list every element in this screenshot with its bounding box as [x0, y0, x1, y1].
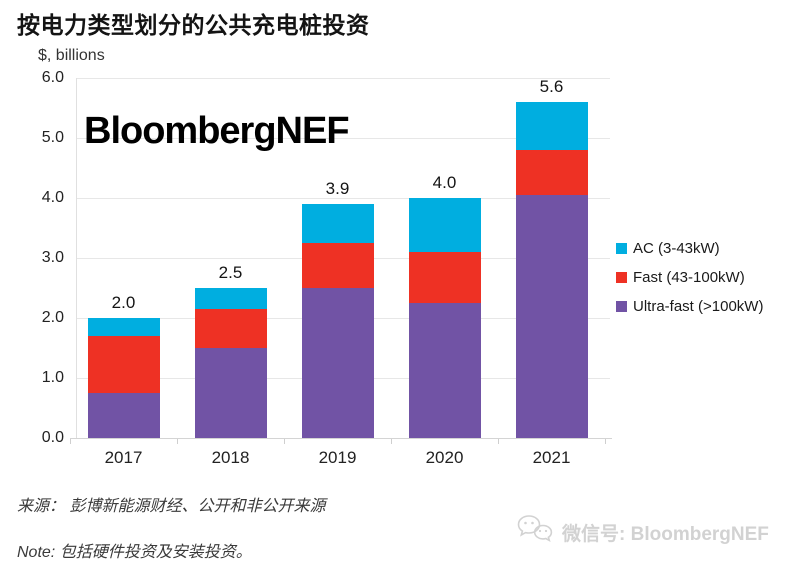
bar-total-label: 2.0	[111, 293, 136, 312]
bar-segment-ac	[408, 198, 481, 252]
bar-segment-ac	[301, 204, 374, 243]
x-axis-tick	[177, 439, 178, 444]
wechat-icon	[516, 514, 554, 550]
bloombergnef-logo: BloombergNEF	[84, 110, 350, 152]
bar-segment-fast	[515, 150, 588, 195]
y-tick-label: 3.0	[41, 249, 64, 266]
wechat-watermark: 微信号: BloombergNEF	[516, 514, 769, 550]
note-line: Note: 包括硬件投资及安装投资。	[17, 544, 252, 561]
y-tick-label: 2.0	[41, 309, 64, 326]
x-category-label: 2018	[211, 448, 250, 467]
y-tick-label: 4.0	[41, 189, 64, 206]
x-axis-tick	[391, 439, 392, 444]
x-axis-tick	[284, 439, 285, 444]
legend-item: Ultra-fast (>100kW)	[616, 298, 763, 315]
legend-swatch	[616, 301, 627, 312]
legend-label: Fast (43-100kW)	[633, 269, 745, 286]
bar-segment-ultra-fast	[301, 288, 374, 438]
gridline	[76, 138, 610, 139]
bar-segment-ultra-fast	[515, 195, 588, 438]
bar-segment-ultra-fast	[87, 393, 160, 438]
gridline	[76, 78, 610, 79]
legend-swatch	[616, 243, 627, 254]
legend-item: AC (3-43kW)	[616, 240, 763, 257]
y-axis-units-label: $, billions	[38, 47, 105, 64]
y-tick-label: 1.0	[41, 369, 64, 386]
y-tick-label: 6.0	[41, 69, 64, 86]
bar-segment-fast	[408, 252, 481, 303]
bar-segment-ultra-fast	[408, 303, 481, 438]
gridline	[76, 198, 610, 199]
x-category-label: 2017	[104, 448, 143, 467]
chart-title: 按电力类型划分的公共充电桩投资	[17, 12, 370, 38]
legend-label: Ultra-fast (>100kW)	[633, 298, 764, 315]
x-axis-tick	[70, 439, 71, 444]
wechat-id-text: 微信号: BloombergNEF	[562, 523, 769, 545]
bar-total-label: 2.5	[218, 263, 243, 282]
source-line: 来源： 彭博新能源财经、公开和非公开来源	[17, 498, 326, 515]
bar-total-label: 5.6	[539, 77, 564, 96]
x-axis-tick	[605, 439, 606, 444]
chart-legend: AC (3-43kW) Fast (43-100kW) Ultra-fast (>1…	[616, 240, 763, 327]
x-axis-tick	[498, 439, 499, 444]
bar-total-label: 4.0	[432, 173, 457, 192]
x-axis-line	[70, 438, 612, 439]
legend-label: AC (3-43kW)	[633, 240, 720, 257]
bar-total-label: 3.9	[325, 179, 350, 198]
x-category-label: 2021	[532, 448, 571, 467]
bar-segment-ultra-fast	[194, 348, 267, 438]
bar-segment-ac	[194, 288, 267, 309]
bar-segment-fast	[87, 336, 160, 393]
bar-segment-ac	[515, 102, 588, 150]
x-category-label: 2019	[318, 448, 357, 467]
legend-item: Fast (43-100kW)	[616, 269, 763, 286]
y-tick-label: 0.0	[41, 429, 64, 446]
legend-swatch	[616, 272, 627, 283]
bar-segment-fast	[301, 243, 374, 288]
y-tick-label: 5.0	[41, 129, 64, 146]
y-axis-line	[76, 78, 77, 438]
bar-segment-fast	[194, 309, 267, 348]
x-category-label: 2020	[425, 448, 464, 467]
bar-segment-ac	[87, 318, 160, 336]
